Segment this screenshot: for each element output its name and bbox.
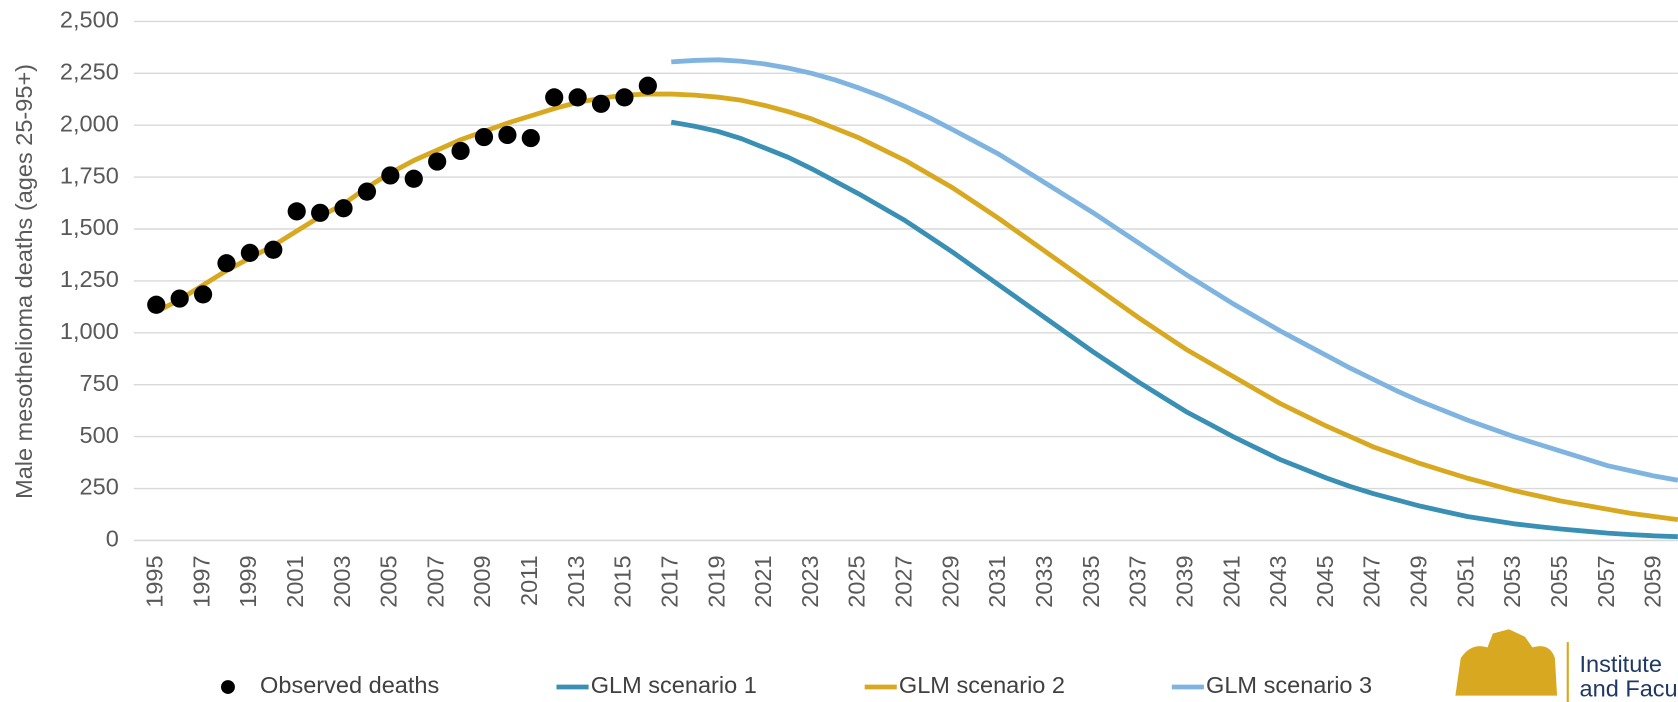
point [311,203,330,222]
x-tick-label: 2027 [891,555,917,607]
legend-label: GLM scenario 2 [899,672,1065,698]
point [521,128,540,148]
x-tick-label: 2057 [1593,555,1619,607]
logo-text: and Facu [1580,675,1678,701]
x-tick-label: 2003 [329,555,355,607]
point [264,240,283,259]
x-tick-label: 1997 [188,555,214,607]
x-tick-label: 2037 [1125,555,1151,607]
line [670,119,1678,540]
y-tick-label: 1,750 [60,162,119,188]
x-tick-label: 2025 [844,555,870,607]
x-tick-label: 2059 [1640,555,1666,607]
x-tick-label: 2001 [282,555,308,607]
point [545,88,564,107]
x-tick-label: 2009 [469,555,495,607]
x-tick-label: 2031 [984,555,1010,607]
logo: Institute and Facu [1455,629,1678,702]
y-tick-label: 250 [80,474,119,500]
y-tick-label: 2,250 [60,59,119,85]
legend-label: GLM scenario 1 [591,672,757,698]
x-tick-label: 1999 [235,555,261,607]
x-tick-label: 2007 [422,555,448,607]
x-tick-label: 2023 [797,555,823,607]
x-tick-label: 2015 [610,555,636,607]
x-tick-label: 2043 [1265,555,1291,607]
y-tick-label: 1,500 [60,214,119,240]
x-tick-label: 2017 [656,555,682,607]
x-tick-label: 2033 [1031,555,1057,607]
point [287,202,306,221]
x-tick-label: 2041 [1218,555,1244,607]
x-tick-label: 2005 [376,555,402,607]
x-tick-label: 2051 [1452,555,1478,607]
y-tick-label: 2,000 [60,110,119,136]
x-tick-label: 2049 [1406,555,1432,607]
point [240,243,259,262]
point [404,169,423,188]
y-tick-label: 750 [80,370,119,396]
logo-crest [1455,629,1558,696]
line [671,57,1678,483]
x-tick-label: 2011 [516,555,542,606]
line [155,91,1678,523]
x-tick-label: 2013 [563,555,589,607]
y-tick-label: 500 [80,422,119,448]
x-tick-label: 2045 [1312,555,1338,607]
point [474,127,494,147]
legend-label: Observed deaths [260,672,439,698]
x-tick-label: 2055 [1546,555,1572,607]
y-axis-title: Male mesothelioma deaths (ages 25-95+) [11,64,37,499]
point [428,152,447,171]
grid [133,20,1678,542]
point [591,94,611,113]
point [147,295,166,314]
point [193,285,213,304]
point [498,125,517,145]
legend-marker [221,680,235,694]
y-tick-label: 1,250 [60,266,119,292]
point [381,166,400,185]
x-tick-label: 2039 [1171,555,1197,607]
legend-label: GLM scenario 3 [1206,672,1372,698]
logo-text: Institute [1580,651,1662,677]
point [451,141,470,161]
x-tick-label: 2019 [703,555,729,607]
x-tick-label: 1995 [141,555,167,607]
point [170,289,189,308]
x-tick-label: 2029 [937,555,963,607]
point [217,254,236,273]
x-tick-label: 2021 [750,555,776,607]
y-tick-label: 0 [106,526,119,552]
point [568,88,587,107]
x-tick-label: 2035 [1078,555,1104,607]
x-tick-label: 2047 [1359,555,1385,607]
y-tick-label: 1,000 [60,318,119,344]
y-tick-label: 2,500 [60,7,119,33]
point [615,88,634,107]
point [638,76,657,95]
x-tick-label: 2053 [1499,555,1525,607]
point [334,199,353,218]
point [357,182,377,201]
